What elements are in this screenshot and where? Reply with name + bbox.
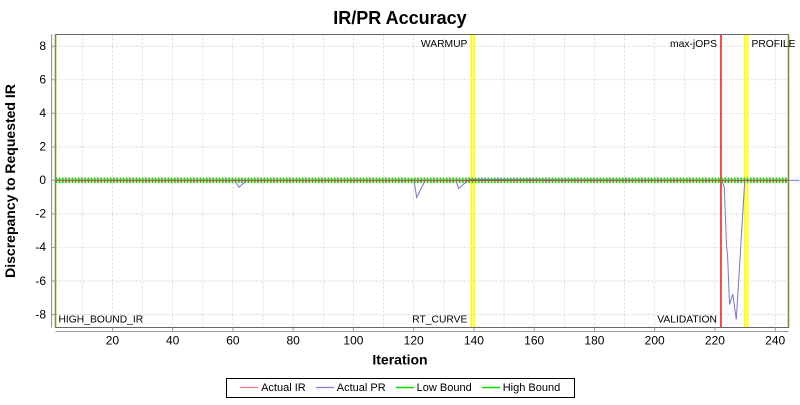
svg-text:RT_CURVE: RT_CURVE — [412, 315, 467, 326]
svg-text:-2: -2 — [35, 207, 46, 221]
svg-text:Discrepancy to Requested IR: Discrepancy to Requested IR — [2, 84, 18, 278]
svg-text:Iteration: Iteration — [372, 352, 427, 368]
svg-text:-6: -6 — [35, 274, 46, 288]
svg-text:-8: -8 — [35, 307, 46, 321]
svg-text:140: 140 — [464, 334, 484, 348]
svg-text:220: 220 — [705, 334, 725, 348]
svg-text:2: 2 — [39, 140, 46, 154]
svg-text:WARMUP: WARMUP — [421, 39, 468, 50]
svg-text:max-jOPS: max-jOPS — [670, 39, 717, 50]
svg-text:6: 6 — [39, 73, 46, 87]
svg-text:4: 4 — [39, 106, 46, 120]
svg-text:120: 120 — [404, 334, 424, 348]
svg-text:8: 8 — [39, 39, 46, 53]
svg-text:VALIDATION: VALIDATION — [657, 315, 717, 326]
svg-text:180: 180 — [584, 334, 604, 348]
svg-text:100: 100 — [343, 334, 363, 348]
svg-text:HIGH_BOUND_IR: HIGH_BOUND_IR — [59, 315, 144, 326]
svg-text:240: 240 — [765, 334, 785, 348]
svg-text:200: 200 — [645, 334, 665, 348]
svg-text:60: 60 — [226, 334, 240, 348]
svg-text:20: 20 — [106, 334, 120, 348]
svg-text:80: 80 — [286, 334, 300, 348]
svg-text:-4: -4 — [35, 240, 46, 254]
svg-text:0: 0 — [39, 173, 46, 187]
svg-text:160: 160 — [524, 334, 544, 348]
svg-text:PROFILE: PROFILE — [751, 39, 795, 50]
svg-text:IR/PR Accuracy: IR/PR Accuracy — [333, 8, 466, 28]
svg-text:40: 40 — [166, 334, 180, 348]
